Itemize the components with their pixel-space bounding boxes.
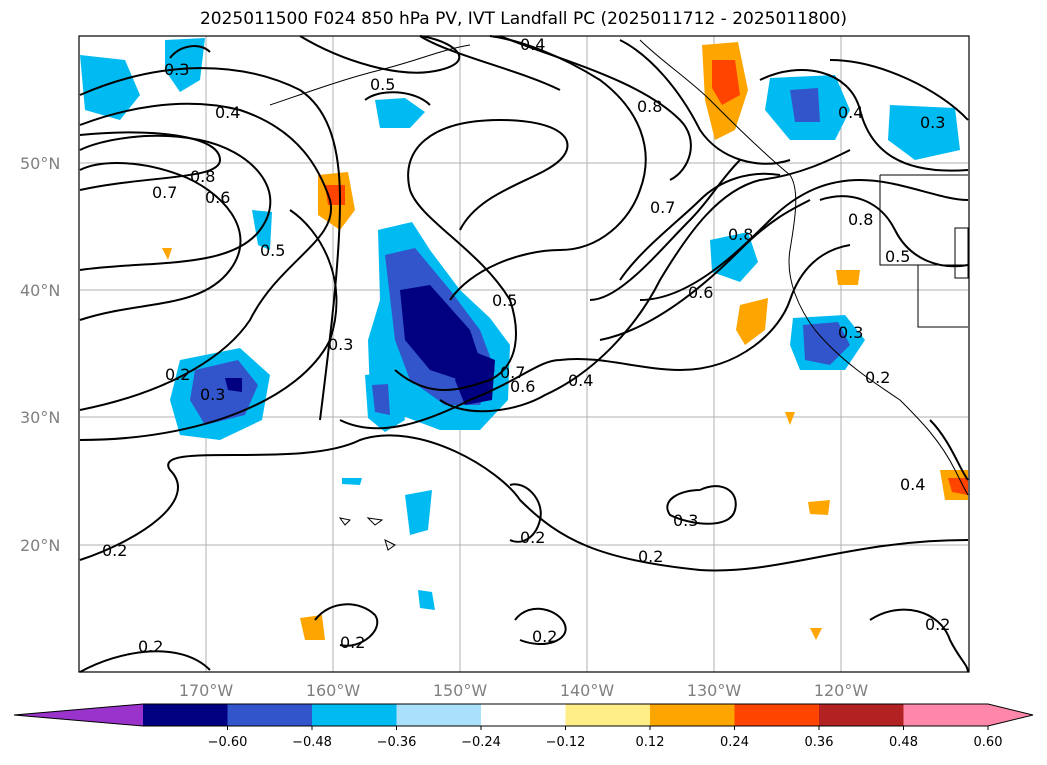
contour-label: 0.7	[650, 198, 675, 217]
colorbar-tick-label: −0.60	[208, 735, 248, 750]
contour-label: 0.2	[340, 633, 365, 652]
contour-label: 0.8	[848, 210, 873, 229]
lat-label: 20°N	[20, 536, 60, 555]
contour-label: 0.2	[102, 541, 127, 560]
lon-label: 150°W	[433, 681, 488, 700]
contour-label: 0.3	[328, 335, 353, 354]
colorbar-tick-label: −0.12	[546, 735, 586, 750]
lon-label: 140°W	[560, 681, 615, 700]
contour-label: 0.2	[165, 365, 190, 384]
colorbar-tick-label: 0.24	[720, 735, 749, 750]
contour-label: 0.5	[492, 291, 517, 310]
filled-contours	[80, 38, 968, 640]
contour-label: 0.6	[510, 377, 535, 396]
contour-label: 0.8	[190, 167, 215, 186]
colorbar-segment	[903, 704, 989, 726]
contour-label: 0.8	[637, 97, 662, 116]
contour-label: 0.3	[200, 385, 225, 404]
contour-label: 0.3	[838, 323, 863, 342]
colorbar-tick-label: 0.60	[974, 735, 1003, 750]
contour-label: 0.4	[215, 103, 240, 122]
colorbar-tick-label: −0.24	[461, 735, 501, 750]
contour-label: 0.8	[728, 225, 753, 244]
contour-label: 0.2	[865, 368, 890, 387]
lon-label: 120°W	[814, 681, 869, 700]
map-frame	[78, 35, 970, 673]
colorbar-tick-label: 0.36	[805, 735, 834, 750]
colorbar-segment	[565, 704, 651, 726]
colorbar-segment	[819, 704, 904, 726]
colorbar-segment	[227, 704, 313, 726]
contour-label: 0.2	[925, 615, 950, 634]
colorbar-tick-label: −0.48	[292, 735, 332, 750]
contour-label: 0.3	[164, 60, 189, 79]
contour-label: 0.4	[520, 35, 545, 54]
colorbar-segment	[143, 704, 228, 726]
contour-label: 0.2	[520, 528, 545, 547]
contour-label: 0.4	[838, 103, 863, 122]
latitude-labels: 50°N 40°N 30°N 20°N	[20, 154, 60, 555]
contour-label: 0.3	[673, 511, 698, 530]
contour-label: 0.7	[152, 183, 177, 202]
contour-label: 0.7	[500, 363, 525, 382]
lon-label: 160°W	[306, 681, 361, 700]
colorbar-segment	[312, 704, 397, 726]
colorbar-segment	[650, 704, 735, 726]
colorbar-tick-label: 0.12	[636, 735, 665, 750]
colorbar-segment	[396, 704, 482, 726]
contour-label: 0.2	[638, 547, 663, 566]
contour-label: 0.2	[532, 627, 557, 646]
contour-labels: 0.3 0.4 0.5 0.4 0.8 0.7 0.8 0.6 0.5 0.3 …	[102, 35, 950, 656]
lat-label: 50°N	[20, 154, 60, 173]
lat-label: 30°N	[20, 408, 60, 427]
lon-label: 170°W	[179, 681, 234, 700]
contour-label: 0.5	[370, 75, 395, 94]
colorbar-tick-label: −0.36	[377, 735, 417, 750]
contour-label: 0.5	[885, 247, 910, 266]
contour-label: 0.6	[688, 283, 713, 302]
colorbar-tick-label: 0.48	[889, 735, 918, 750]
colorbar-segment	[481, 704, 566, 726]
longitude-labels: 170°W 160°W 150°W 140°W 130°W 120°W	[179, 681, 869, 700]
pv-contours	[79, 35, 969, 673]
colorbar-outline	[13, 703, 1034, 727]
colorbar-extend-max	[988, 704, 1033, 726]
contour-label: 0.6	[205, 188, 230, 207]
contour-label: 0.4	[568, 371, 593, 390]
contour-label: 0.4	[900, 475, 925, 494]
chart-title: 2025011500 F024 850 hPa PV, IVT Landfall…	[199, 9, 847, 29]
colorbar-segment	[734, 704, 820, 726]
contour-label: 0.2	[138, 637, 163, 656]
colorbar: −0.60 −0.48 −0.36 −0.24 −0.12 0.12 0.24 0.36 0.4…	[13, 703, 1034, 750]
colorbar-extend-min	[14, 704, 143, 726]
lon-label: 130°W	[687, 681, 742, 700]
contour-label: 0.3	[920, 113, 945, 132]
lat-label: 40°N	[20, 281, 60, 300]
coastline	[269, 39, 969, 551]
contour-label: 0.5	[260, 241, 285, 260]
